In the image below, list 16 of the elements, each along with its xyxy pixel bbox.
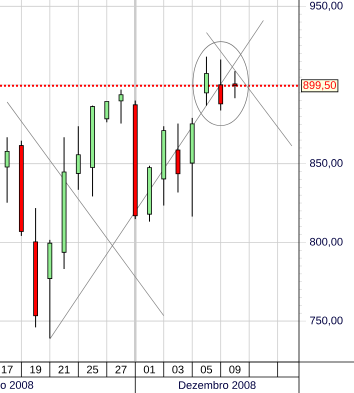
x-tick-label: 09: [229, 366, 241, 374]
y-tick-label: 800,00: [310, 238, 343, 247]
x-tick-label: 05: [200, 366, 212, 374]
text: o 2008: [0, 381, 34, 389]
x-tick-label: 21: [58, 366, 70, 374]
x-tick-label: 25: [87, 366, 98, 374]
text: Dezembro 2008: [179, 380, 256, 390]
y-tick-label: 750,00: [310, 316, 343, 326]
x-tick-label: 01: [144, 366, 156, 374]
x-tick-label: 27: [115, 366, 127, 374]
y-tick-label: 850,00: [310, 159, 343, 168]
x-tick-label: 19: [30, 366, 42, 374]
x-tick-label: 03: [172, 366, 184, 374]
ref-line-label: 899,50: [303, 81, 336, 90]
y-tick-label: 950,00: [310, 2, 343, 11]
x-tick-label: 17: [2, 366, 13, 374]
